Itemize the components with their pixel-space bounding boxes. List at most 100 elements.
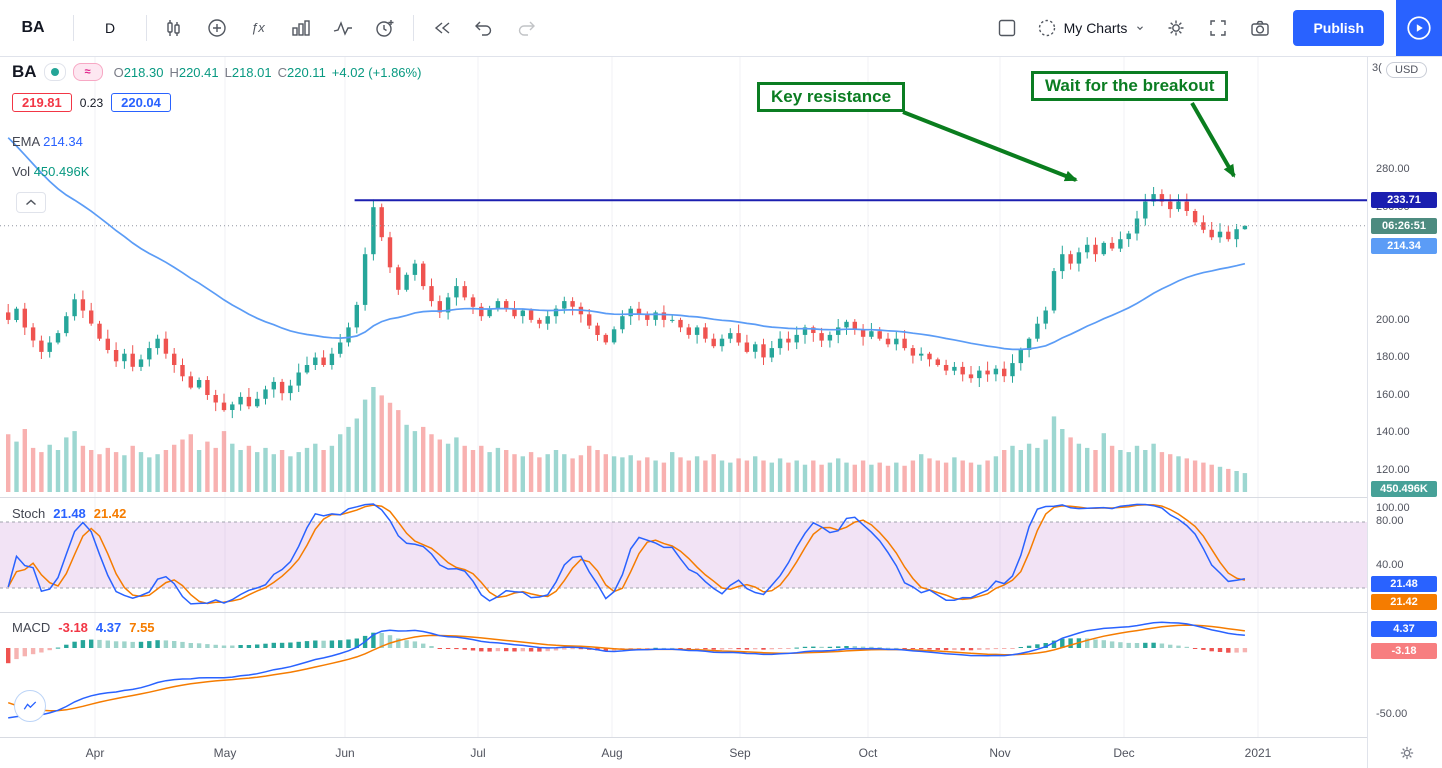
layout-select-button[interactable] xyxy=(986,9,1028,47)
chevron-down-icon xyxy=(1133,21,1147,35)
price-tick: 280.00 xyxy=(1376,163,1410,175)
indicator-dot-badge[interactable] xyxy=(43,63,66,81)
chart-legend: BA ≈ O218.30 H220.41 L218.01 C220.11 +4.… xyxy=(12,62,421,179)
gear-icon xyxy=(1165,17,1187,39)
pulse-line-icon xyxy=(332,17,354,39)
close-value: 220.11 xyxy=(287,64,326,80)
price-chart-canvas[interactable] xyxy=(0,57,1367,498)
bid-badge[interactable]: 219.81 xyxy=(12,93,72,112)
ema-value: 214.34 xyxy=(43,134,83,149)
time-label: Oct xyxy=(858,746,878,760)
settings-button[interactable] xyxy=(1155,9,1197,47)
ema-price-badge: 214.34 xyxy=(1371,238,1437,254)
price-tick: 200.00 xyxy=(1376,314,1410,326)
close-label: C xyxy=(277,64,287,80)
separator xyxy=(73,15,74,41)
chart-style-button[interactable] xyxy=(154,9,196,47)
time-label: Aug xyxy=(601,746,623,760)
redo-icon xyxy=(515,17,537,39)
volume-legend-row[interactable]: Vol 450.496K xyxy=(12,164,89,179)
time-label: Jun xyxy=(335,746,355,760)
breakout-annotation[interactable]: Wait for the breakout xyxy=(1031,71,1229,101)
time-label: Dec xyxy=(1113,746,1135,760)
countdown-badge: 06:26:51 xyxy=(1371,218,1437,234)
price-tick: 140.00 xyxy=(1376,426,1410,438)
stoch-tick: 80.00 xyxy=(1376,515,1404,527)
macd-hist-badge: -3.18 xyxy=(1371,643,1437,659)
time-label: Nov xyxy=(989,746,1011,760)
time-label: Jul xyxy=(470,746,486,760)
pane-separator[interactable] xyxy=(0,497,1442,498)
fullscreen-button[interactable] xyxy=(1197,9,1239,47)
ideas-stream-button[interactable] xyxy=(322,9,364,47)
low-label: L xyxy=(224,64,232,80)
macd-legend[interactable]: MACD -3.18 4.37 7.55 xyxy=(12,620,155,635)
chevron-up-icon xyxy=(25,199,37,206)
undo-icon xyxy=(473,17,495,39)
stoch-d-value: 21.42 xyxy=(93,506,127,521)
forecast-wave-badge[interactable]: ≈ xyxy=(72,63,103,81)
separator xyxy=(413,15,414,41)
indicators-button[interactable]: ƒx xyxy=(238,9,280,47)
fx-icon: ƒx xyxy=(248,17,270,39)
ema-legend-row[interactable]: EMA 214.34 xyxy=(12,134,83,149)
change-value: +4.02 (+1.86%) xyxy=(331,64,422,80)
templates-button[interactable] xyxy=(280,9,322,47)
compare-button[interactable] xyxy=(196,9,238,47)
time-label: May xyxy=(213,746,237,760)
stoch-k-value: 21.48 xyxy=(53,506,86,521)
legend-symbol-row: BA ≈ O218.30 H220.41 L218.01 C220.11 +4.… xyxy=(12,62,421,82)
publish-arrow-button[interactable] xyxy=(1396,0,1442,56)
my-charts-menu[interactable]: My Charts xyxy=(1028,9,1156,47)
pane-separator[interactable] xyxy=(0,612,1442,613)
open-value: 218.30 xyxy=(123,64,164,80)
teal-dot-icon xyxy=(50,68,59,76)
ask-badge[interactable]: 220.04 xyxy=(111,93,171,112)
stoch-k-badge: 21.48 xyxy=(1371,576,1437,592)
time-scale[interactable]: Apr May Jun Jul Aug Sep Oct Nov Dec 2021 xyxy=(0,738,1367,768)
top-toolbar: BA D ƒx xyxy=(0,0,1442,57)
ema-label: EMA xyxy=(12,134,40,149)
area-chart-icon xyxy=(21,697,39,715)
stoch-legend[interactable]: Stoch 21.48 21.42 xyxy=(12,506,126,521)
low-value: 218.01 xyxy=(231,64,272,80)
open-label: O xyxy=(113,64,124,80)
key-resistance-annotation[interactable]: Key resistance xyxy=(757,82,906,112)
price-tick: 100.00 xyxy=(1376,502,1410,514)
time-label: 2021 xyxy=(1244,746,1272,760)
price-scale[interactable]: 3( USD 280.00 260.00 240.00 200.00 180.0… xyxy=(1367,57,1442,768)
cloud-dotted-icon xyxy=(1036,17,1058,39)
stoch-tick: 40.00 xyxy=(1376,559,1404,571)
play-circle-icon xyxy=(1405,14,1433,42)
pane-logo-button[interactable] xyxy=(14,690,46,722)
macd-label: MACD xyxy=(12,620,51,635)
alarm-clock-plus-icon xyxy=(374,17,396,39)
high-label: H xyxy=(169,64,179,80)
symbol-button[interactable]: BA xyxy=(21,19,45,36)
volume-label: Vol xyxy=(12,164,31,179)
axis-settings-button[interactable] xyxy=(1398,744,1416,762)
snapshot-button[interactable] xyxy=(1239,9,1281,47)
currency-toggle[interactable]: USD xyxy=(1386,62,1428,78)
axis-top-clipped: 3( xyxy=(1372,62,1382,74)
square-layout-icon xyxy=(996,17,1018,39)
camera-icon xyxy=(1249,17,1271,39)
macd-hist-value: -3.18 xyxy=(58,620,88,635)
replay-button[interactable] xyxy=(421,9,463,47)
redo-button[interactable] xyxy=(505,9,547,47)
pane-separator xyxy=(0,737,1442,738)
macd-canvas[interactable] xyxy=(0,613,1367,737)
legend-symbol[interactable]: BA xyxy=(12,62,37,81)
macd-tick: -50.00 xyxy=(1376,708,1408,720)
volume-badge: 450.496K xyxy=(1371,481,1437,497)
stoch-d-badge: 21.42 xyxy=(1371,594,1437,610)
candlestick-icon xyxy=(164,17,186,39)
alert-button[interactable] xyxy=(364,9,406,47)
legend-collapse-button[interactable] xyxy=(16,192,46,213)
interval-button[interactable]: D xyxy=(104,20,116,36)
undo-button[interactable] xyxy=(463,9,505,47)
publish-button[interactable]: Publish xyxy=(1293,10,1384,46)
macd-line-badge: 4.37 xyxy=(1371,621,1437,637)
stoch-canvas[interactable] xyxy=(0,498,1367,612)
